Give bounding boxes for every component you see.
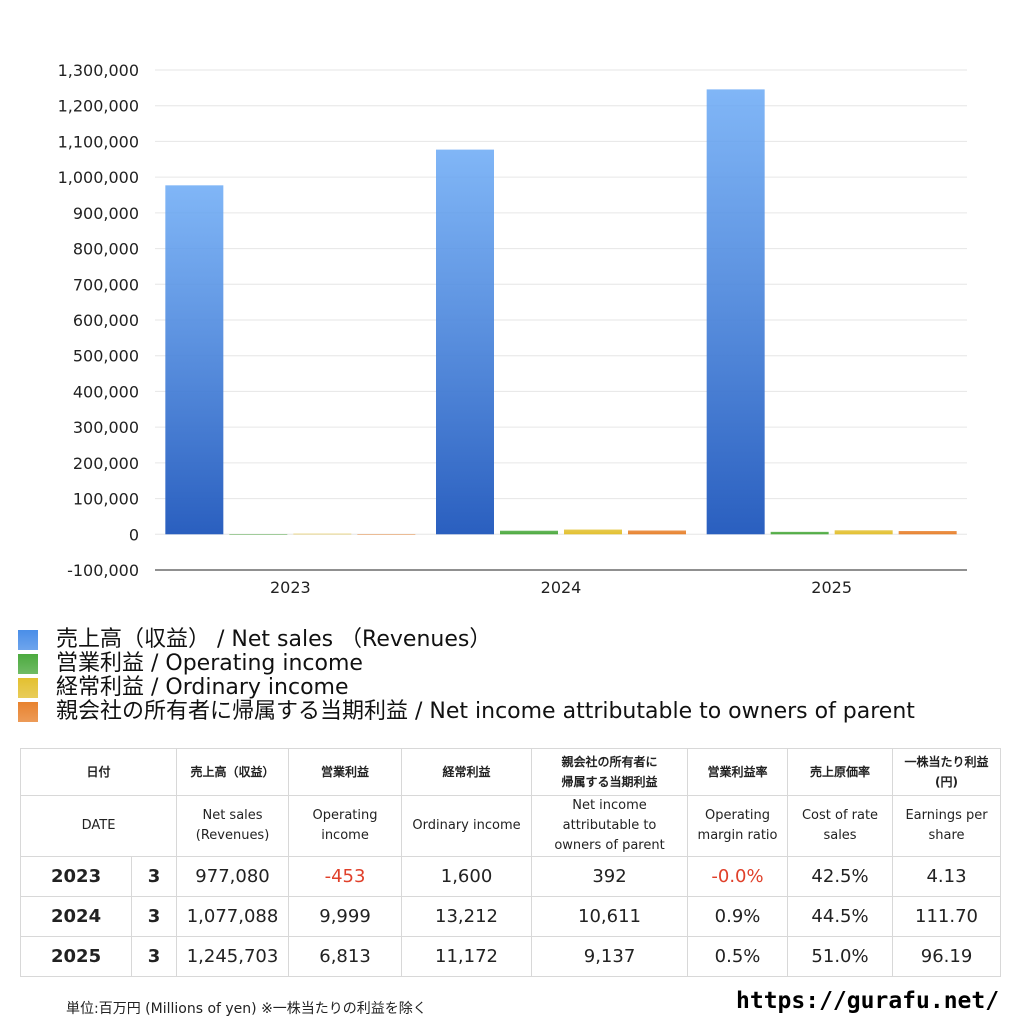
y-tick-label: 400,000 xyxy=(73,382,139,401)
header-eps-jp: 一株当たり利益 (円) xyxy=(892,748,1002,796)
row-month: 3 xyxy=(130,856,178,897)
chart-gridlines xyxy=(155,69,967,535)
bar-2024-series-1 xyxy=(500,530,558,535)
table-header-jp: 日付 売上高（収益） 営業利益 経常利益 親会社の所有者に 帰属する当期利益 営業… xyxy=(19,748,1002,796)
y-tick-label: 700,000 xyxy=(73,275,139,294)
legend-swatch-ordinary-income xyxy=(18,678,38,698)
y-tick-label: 1,300,000 xyxy=(58,61,139,80)
cell-eps: 4.13 xyxy=(892,856,1002,897)
legend-item-ordinary-income: 経常利益 / Ordinary income xyxy=(18,676,1018,700)
bar-2023-series-0 xyxy=(165,185,224,535)
legend-item-operating-income: 営業利益 / Operating income xyxy=(18,652,1018,676)
legend-item-net-sales: 売上高（収益） / Net sales （Revenues） xyxy=(18,628,1018,652)
cell-operating-income: 6,813 xyxy=(288,936,403,977)
header-eps-en: Earnings per share xyxy=(892,795,1002,857)
chart-legend: 売上高（収益） / Net sales （Revenues） 営業利益 / Op… xyxy=(18,628,1018,724)
units-footnote: 単位:百万円 (Millions of yen) ※一株当たりの利益を除く xyxy=(66,1001,427,1017)
cell-operating-margin: 0.9% xyxy=(687,896,789,937)
y-tick-label: 1,200,000 xyxy=(58,97,139,116)
y-tick-label: 0 xyxy=(129,525,139,544)
table-row: 2023 3 977,080 -453 1,600 392 -0.0% 42.5… xyxy=(20,856,1002,897)
cell-net-income: 9,137 xyxy=(531,936,689,977)
header-net-sales-en: Net sales (Revenues) xyxy=(176,795,290,857)
y-tick-label: 1,100,000 xyxy=(58,132,139,151)
bar-2025-series-3 xyxy=(898,531,957,535)
cell-ordinary-income: 11,172 xyxy=(401,936,533,977)
y-tick-label: 1,000,000 xyxy=(58,168,139,187)
bar-2025-series-1 xyxy=(770,531,829,535)
bar-2023-series-1 xyxy=(229,534,288,535)
financial-data-table: 日付 売上高（収益） 営業利益 経常利益 親会社の所有者に 帰属する当期利益 営業… xyxy=(19,748,1002,977)
cell-net-income: 392 xyxy=(531,856,689,897)
y-tick-label: 800,000 xyxy=(73,240,139,259)
row-year: 2024 xyxy=(20,896,132,937)
bar-2025-series-0 xyxy=(706,89,765,535)
bar-2024-series-2 xyxy=(564,529,622,535)
cell-net-income: 10,611 xyxy=(531,896,689,937)
y-axis-ticks: 1,300,000 1,200,000 1,100,000 1,000,000 900,… xyxy=(58,61,139,580)
cell-ordinary-income: 13,212 xyxy=(401,896,533,937)
chart-bars xyxy=(165,89,957,535)
table-row: 2025 3 1,245,703 6,813 11,172 9,137 0.5%… xyxy=(20,936,1002,977)
cell-operating-margin: -0.0% xyxy=(687,856,789,897)
y-tick-label: 900,000 xyxy=(73,204,139,223)
x-tick-label: 2025 xyxy=(811,578,852,597)
y-tick-label: 200,000 xyxy=(73,454,139,473)
cell-cost-rate: 44.5% xyxy=(787,896,894,937)
x-tick-label: 2024 xyxy=(541,578,582,597)
legend-label-ordinary-income: 経常利益 / Ordinary income xyxy=(56,675,349,700)
row-month: 3 xyxy=(130,936,178,977)
cell-ordinary-income: 1,600 xyxy=(401,856,533,897)
header-ordinary-income-en: Ordinary income xyxy=(401,795,533,857)
header-cost-rate-jp: 売上原価率 xyxy=(787,748,894,796)
cell-operating-income: -453 xyxy=(288,856,403,897)
y-tick-label: 500,000 xyxy=(73,347,139,366)
legend-item-net-income: 親会社の所有者に帰属する当期利益 / Net income attributab… xyxy=(18,700,1018,724)
y-tick-label: 100,000 xyxy=(73,490,139,509)
cell-cost-rate: 42.5% xyxy=(787,856,894,897)
header-date-en: DATE xyxy=(19,795,178,857)
y-tick-label: -100,000 xyxy=(67,561,139,580)
header-operating-income-en: Operating income xyxy=(288,795,403,857)
bar-2023-series-3 xyxy=(357,534,416,535)
row-month: 3 xyxy=(130,896,178,937)
bar-chart: 1,300,000 1,200,000 1,100,000 1,000,000 900,… xyxy=(58,61,967,597)
row-year: 2025 xyxy=(20,936,132,977)
legend-label-net-sales: 売上高（収益） / Net sales （Revenues） xyxy=(56,627,492,652)
header-date-jp: 日付 xyxy=(19,748,178,796)
legend-swatch-net-sales xyxy=(18,630,38,650)
legend-label-operating-income: 営業利益 / Operating income xyxy=(56,651,363,676)
bar-2025-series-2 xyxy=(834,530,893,535)
y-tick-label: 300,000 xyxy=(73,418,139,437)
header-operating-income-jp: 営業利益 xyxy=(288,748,403,796)
table-header-en: DATE Net sales (Revenues) Operating income… xyxy=(19,795,1002,857)
header-operating-margin-en: Operating margin ratio xyxy=(687,795,789,857)
header-operating-margin-jp: 営業利益率 xyxy=(687,748,789,796)
cell-eps: 111.70 xyxy=(892,896,1002,937)
legend-swatch-net-income xyxy=(18,702,38,722)
site-url: https://gurafu.net/ xyxy=(736,988,1000,1014)
bar-2024-series-0 xyxy=(436,149,494,535)
bar-2023-series-2 xyxy=(293,533,352,535)
header-cost-rate-en: Cost of rate sales xyxy=(787,795,894,857)
legend-label-net-income: 親会社の所有者に帰属する当期利益 / Net income attributab… xyxy=(56,699,915,724)
cell-eps: 96.19 xyxy=(892,936,1002,977)
x-axis-ticks: 2023 2024 2025 xyxy=(270,578,852,597)
cell-operating-margin: 0.5% xyxy=(687,936,789,977)
row-year: 2023 xyxy=(20,856,132,897)
cell-net-sales: 1,077,088 xyxy=(176,896,290,937)
cell-cost-rate: 51.0% xyxy=(787,936,894,977)
header-net-income-jp: 親会社の所有者に 帰属する当期利益 xyxy=(531,748,689,796)
bar-2024-series-3 xyxy=(628,530,686,535)
table-row: 2024 3 1,077,088 9,999 13,212 10,611 0.9… xyxy=(20,896,1002,937)
x-tick-label: 2023 xyxy=(270,578,311,597)
header-net-income-en: Net income attributable to owners of paren… xyxy=(531,795,689,857)
cell-net-sales: 1,245,703 xyxy=(176,936,290,977)
legend-swatch-operating-income xyxy=(18,654,38,674)
cell-net-sales: 977,080 xyxy=(176,856,290,897)
header-net-sales-jp: 売上高（収益） xyxy=(176,748,290,796)
y-tick-label: 600,000 xyxy=(73,311,139,330)
header-ordinary-income-jp: 経常利益 xyxy=(401,748,533,796)
cell-operating-income: 9,999 xyxy=(288,896,403,937)
